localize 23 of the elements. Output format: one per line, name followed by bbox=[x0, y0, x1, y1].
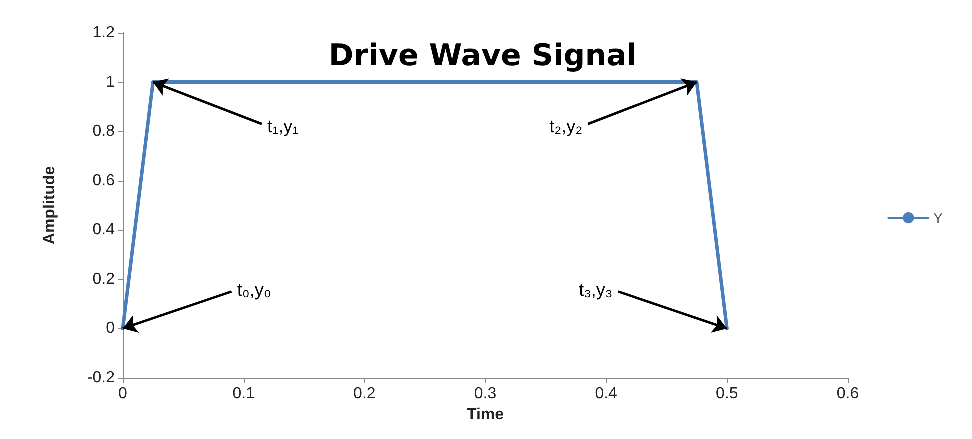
y-tick-label: 1.2 bbox=[92, 24, 116, 42]
y-axis-title: Amplitude bbox=[42, 166, 58, 245]
chart-title: Drive Wave Signal bbox=[328, 38, 638, 74]
annotation: t₀,y₀ bbox=[237, 280, 272, 300]
x-axis-title: Time bbox=[466, 406, 504, 424]
y-tick-label: -0.2 bbox=[87, 370, 116, 386]
y-tick-label: 0.8 bbox=[92, 123, 116, 140]
y-tick-label: 0.6 bbox=[92, 172, 116, 190]
x-tick-label: 0.6 bbox=[836, 386, 860, 402]
annotation: t₂,y₂ bbox=[550, 116, 583, 136]
x-tick-label: 0.3 bbox=[474, 386, 497, 402]
x-tick-label: 0.4 bbox=[595, 386, 618, 402]
x-tick-label: 0.1 bbox=[232, 386, 256, 402]
x-tick-label: 0 bbox=[118, 386, 128, 402]
y-tick-label: 0.4 bbox=[92, 222, 116, 239]
annotation: t₃,y₃ bbox=[579, 280, 613, 300]
y-tick-label: 0 bbox=[106, 320, 116, 338]
y-tick-label: 0.2 bbox=[92, 270, 116, 288]
x-tick-label: 0.2 bbox=[354, 386, 376, 402]
legend-label: Y bbox=[934, 210, 944, 226]
y-tick-label: 1 bbox=[106, 74, 116, 91]
annotation: t₁,y₁ bbox=[268, 116, 299, 136]
x-tick-label: 0.5 bbox=[716, 386, 738, 402]
